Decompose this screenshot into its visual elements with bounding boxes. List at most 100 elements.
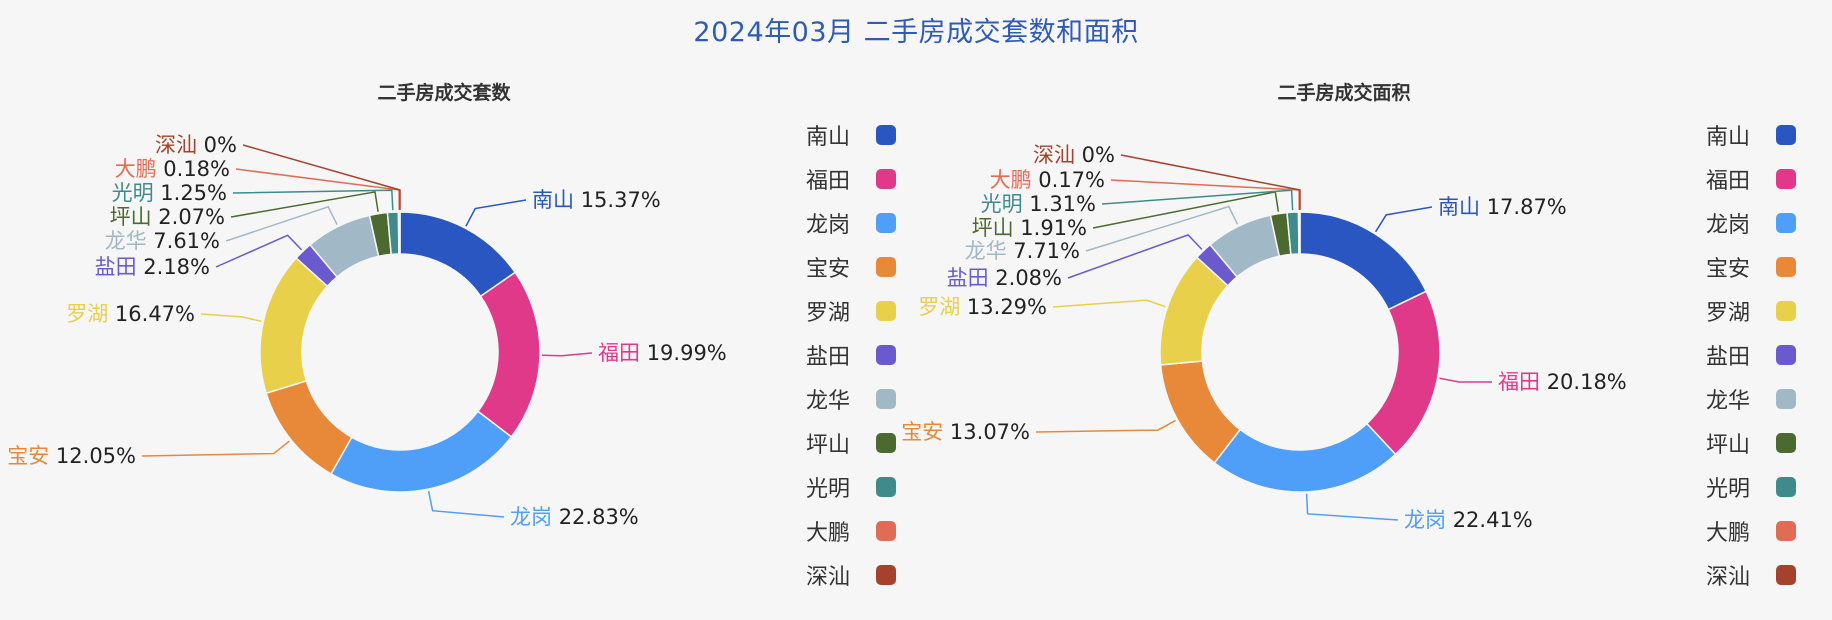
- data-label-value: 16.47%: [115, 302, 195, 326]
- leader-line-宝安: [1035, 419, 1176, 433]
- legend-item-深汕[interactable]: 深汕: [806, 553, 896, 597]
- data-label-name: 龙岗: [1404, 508, 1453, 532]
- legend-item-宝安[interactable]: 宝安: [806, 245, 896, 289]
- legend-swatch: [876, 301, 896, 321]
- legend-label: 龙华: [806, 389, 851, 414]
- leader-line-罗湖: [200, 313, 262, 322]
- data-label-value: 1.25%: [160, 181, 227, 205]
- data-label-盐田: 盐田 2.08%: [947, 266, 1062, 290]
- donut-slice-福田: [1365, 290, 1441, 456]
- data-label-name: 坪山: [972, 216, 1021, 240]
- leader-line-南山: [1374, 206, 1433, 233]
- data-label-南山: 南山 17.87%: [1438, 195, 1567, 219]
- legend-swatch: [1776, 257, 1796, 277]
- data-label-value: 0%: [1082, 143, 1115, 167]
- legend-item-罗湖[interactable]: 罗湖: [1706, 289, 1796, 333]
- data-label-福田: 福田 20.18%: [1498, 370, 1627, 394]
- donut-slice-龙岗: [1213, 422, 1397, 493]
- data-label-宝安: 宝安 12.05%: [7, 444, 136, 468]
- legend-item-福田[interactable]: 福田: [806, 157, 896, 201]
- legend-label: 坪山: [1706, 433, 1751, 458]
- legend-item-光明[interactable]: 光明: [1706, 465, 1796, 509]
- donut-slice-宝安: [265, 379, 353, 475]
- legend-item-龙岗[interactable]: 龙岗: [806, 201, 896, 245]
- legend-area: 南山福田龙岗宝安罗湖盐田龙华坪山光明 大鹏深汕: [1706, 113, 1796, 597]
- legend-label: 宝安: [806, 257, 851, 282]
- legend-swatch: [876, 257, 896, 277]
- legend-item-坪山[interactable]: 坪山: [1706, 421, 1796, 465]
- data-label-name: 龙华: [965, 239, 1014, 263]
- legend-item-盐田[interactable]: 盐田: [1706, 333, 1796, 377]
- data-label-value: 2.18%: [143, 255, 210, 279]
- legend-item-南山[interactable]: 南山: [806, 113, 896, 157]
- data-label-value: 0.18%: [163, 157, 230, 181]
- legend-label: 罗湖: [806, 301, 851, 326]
- data-label-value: 1.91%: [1020, 216, 1087, 240]
- data-label-name: 盐田: [95, 255, 144, 279]
- legend-item-龙岗[interactable]: 龙岗: [1706, 201, 1796, 245]
- data-label-龙华: 龙华 7.61%: [105, 229, 220, 253]
- legend-label: 福田: [1706, 169, 1751, 194]
- data-label-大鹏: 大鹏 0.18%: [115, 157, 230, 181]
- leader-line-福田: [1439, 377, 1493, 383]
- data-label-name: 深汕: [155, 133, 204, 157]
- data-label-value: 22.41%: [1453, 508, 1533, 532]
- data-label-value: 22.83%: [559, 505, 639, 529]
- legend-swatch: [1776, 125, 1796, 145]
- legend-label: 深汕: [1706, 565, 1751, 590]
- data-label-宝安: 宝安 13.07%: [901, 420, 1030, 444]
- data-label-name: 南山: [1438, 195, 1487, 219]
- legend-label: 龙岗: [1706, 213, 1751, 238]
- legend-item-南山[interactable]: 南山: [1706, 113, 1796, 157]
- page-title: 2024年03月 二手房成交套数和面积: [693, 17, 1139, 48]
- donut-slice-南山: [1299, 211, 1428, 311]
- data-label-name: 盐田: [947, 266, 996, 290]
- legend-item-大鹏[interactable]: 大鹏: [1706, 509, 1796, 553]
- data-label-name: 罗湖: [918, 295, 967, 319]
- leader-line-盐田: [215, 234, 303, 268]
- leader-line-龙华: [225, 205, 338, 242]
- data-label-龙华: 龙华 7.71%: [965, 239, 1080, 263]
- legend-swatch: [1776, 345, 1796, 365]
- data-label-坪山: 坪山 1.91%: [972, 216, 1087, 240]
- legend-label: 罗湖: [1706, 301, 1751, 326]
- data-label-value: 17.87%: [1487, 195, 1567, 219]
- legend-label: 龙岗: [806, 213, 851, 238]
- data-label-value: 7.61%: [153, 229, 220, 253]
- data-label-value: 0%: [204, 133, 237, 157]
- legend-item-坪山[interactable]: 坪山: [806, 421, 896, 465]
- data-label-value: 13.29%: [967, 295, 1047, 319]
- data-label-name: 大鹏: [990, 168, 1039, 192]
- leader-line-光明: [232, 189, 394, 211]
- legend-item-大鹏[interactable]: 大鹏: [806, 509, 896, 553]
- legend-swatch: [876, 521, 896, 541]
- data-label-罗湖: 罗湖 16.47%: [66, 302, 195, 326]
- legend-item-福田[interactable]: 福田: [1706, 157, 1796, 201]
- legend-item-盐田[interactable]: 盐田: [806, 333, 896, 377]
- legend-label: 南山: [1706, 125, 1751, 150]
- data-label-name: 罗湖: [66, 302, 115, 326]
- data-label-name: 坪山: [110, 205, 159, 229]
- legend-label: 深汕: [806, 565, 851, 590]
- legend-item-龙华[interactable]: 龙华: [806, 377, 896, 421]
- data-label-value: 1.31%: [1029, 192, 1096, 216]
- legend-item-光明[interactable]: 光明: [806, 465, 896, 509]
- donut-slice-大鹏: [397, 211, 401, 255]
- data-label-大鹏: 大鹏 0.17%: [990, 168, 1105, 192]
- data-label-value: 13.07%: [950, 420, 1030, 444]
- leader-line-大鹏: [235, 168, 400, 211]
- data-label-value: 20.18%: [1547, 370, 1627, 394]
- data-label-name: 宝安: [901, 420, 950, 444]
- legend-item-深汕[interactable]: 深汕: [1706, 553, 1796, 597]
- legend-item-龙华[interactable]: 龙华: [1706, 377, 1796, 421]
- legend-swatch: [1776, 213, 1796, 233]
- data-label-name: 大鹏: [115, 157, 164, 181]
- legend-swatch: [876, 477, 896, 497]
- legend-count: 南山 福田龙岗宝安罗湖盐田龙华坪山 光明 大鹏深汕: [806, 113, 896, 597]
- leader-line-龙岗: [1305, 493, 1399, 521]
- legend-item-罗湖[interactable]: 罗湖: [806, 289, 896, 333]
- legend-label: 龙华: [1706, 389, 1751, 414]
- legend-item-宝安[interactable]: 宝安: [1706, 245, 1796, 289]
